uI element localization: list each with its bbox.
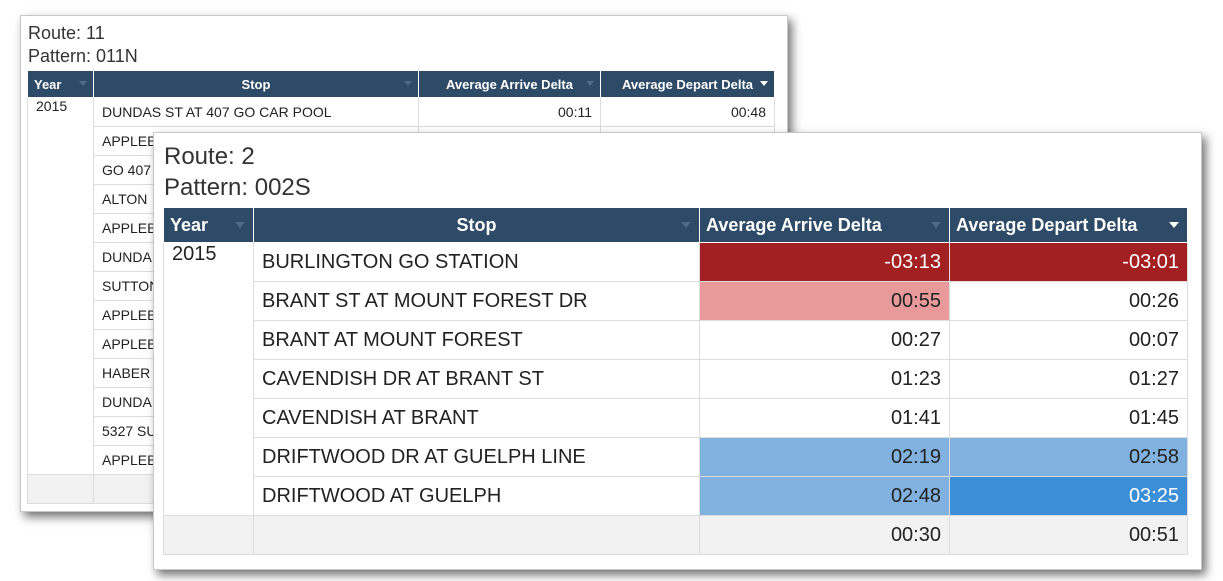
column-header-arrive-delta[interactable]: Average Arrive Delta: [418, 70, 601, 98]
depart-delta-cell: 00:07: [949, 320, 1188, 360]
route-label: Route: 11: [28, 23, 105, 43]
arrive-delta-cell: 02:48: [699, 476, 950, 516]
column-header-stop[interactable]: Stop: [253, 207, 700, 243]
table-row: DRIFTWOOD AT GUELPH 02:48 03:25: [164, 476, 1188, 516]
total-arrive-delta: 00:30: [699, 515, 950, 555]
depart-delta-cell: 01:27: [949, 359, 1188, 399]
column-header-year[interactable]: Year: [163, 207, 254, 243]
stop-cell: BURLINGTON GO STATION: [253, 242, 700, 282]
arrive-delta-cell: -03:13: [699, 242, 950, 282]
depart-delta-cell: -03:01: [949, 242, 1188, 282]
column-header-stop[interactable]: Stop: [93, 70, 419, 98]
sort-icon[interactable]: [404, 81, 412, 86]
sort-icon[interactable]: [931, 222, 941, 228]
table-row: CAVENDISH AT BRANT 01:41 01:45: [164, 398, 1188, 438]
header-row: Year Stop Average Arrive Delta Average D…: [27, 70, 775, 98]
table-row: CAVENDISH DR AT BRANT ST 01:23 01:27: [164, 359, 1188, 399]
sort-descending-icon[interactable]: [1169, 222, 1179, 228]
pattern-label: Pattern: 011N: [28, 46, 138, 66]
route-2-grid: Year Stop Average Arrive Delta Average D…: [163, 207, 1188, 555]
header-row: Year Stop Average Arrive Delta Average D…: [163, 207, 1188, 243]
depart-delta-cell: 00:48: [600, 97, 775, 127]
table-row: 2015 DUNDAS ST AT 407 GO CAR POOL 00:11 00:…: [27, 97, 775, 475]
table-row: BRANT ST AT MOUNT FOREST DR 00:55 00:26: [164, 281, 1188, 321]
arrive-delta-cell: 00:27: [699, 320, 950, 360]
stop-cell: BRANT ST AT MOUNT FOREST DR: [253, 281, 700, 321]
route-2-report-panel: Route: 2 Pattern: 002S Year Stop: [153, 132, 1202, 570]
totals-year-cell: [163, 515, 254, 555]
table-row: 2015 BURLINGTON GO STATION -03:13 -03:01: [163, 242, 1188, 516]
depart-delta-cell: 02:58: [949, 437, 1188, 477]
arrive-delta-cell: 00:55: [699, 281, 950, 321]
column-header-depart-delta[interactable]: Average Depart Delta: [949, 207, 1188, 243]
total-depart-delta: 00:51: [949, 515, 1188, 555]
depart-delta-cell: 03:25: [949, 476, 1188, 516]
arrive-delta-cell: 01:23: [699, 359, 950, 399]
arrive-delta-cell: 00:11: [418, 97, 601, 127]
table-row: DRIFTWOOD DR AT GUELPH LINE 02:19 02:58: [164, 437, 1188, 477]
sort-descending-icon[interactable]: [760, 81, 768, 86]
totals-row: 00:30 00:51: [163, 515, 1188, 555]
pattern-label: Pattern: 002S: [164, 174, 311, 201]
stop-cell: DUNDAS ST AT 407 GO CAR POOL: [93, 97, 419, 127]
sort-icon[interactable]: [79, 81, 87, 86]
route-label: Route: 2: [164, 143, 255, 170]
column-header-year[interactable]: Year: [27, 70, 94, 98]
year-cell: 2015: [27, 97, 94, 475]
sort-icon[interactable]: [235, 222, 245, 228]
stop-cell: CAVENDISH AT BRANT: [253, 398, 700, 438]
depart-delta-cell: 01:45: [949, 398, 1188, 438]
arrive-delta-cell: 02:19: [699, 437, 950, 477]
arrive-delta-cell: 01:41: [699, 398, 950, 438]
table-row: BRANT AT MOUNT FOREST 00:27 00:07: [164, 320, 1188, 360]
stop-cell: BRANT AT MOUNT FOREST: [253, 320, 700, 360]
stop-cell: DRIFTWOOD DR AT GUELPH LINE: [253, 437, 700, 477]
column-header-arrive-delta[interactable]: Average Arrive Delta: [699, 207, 950, 243]
depart-delta-cell: 00:26: [949, 281, 1188, 321]
stop-cell: DRIFTWOOD AT GUELPH: [253, 476, 700, 516]
totals-stop-cell: [253, 515, 700, 555]
stop-cell: CAVENDISH DR AT BRANT ST: [253, 359, 700, 399]
totals-year-cell: [27, 474, 94, 504]
year-cell: 2015: [163, 242, 254, 516]
column-header-depart-delta[interactable]: Average Depart Delta: [600, 70, 775, 98]
sort-icon[interactable]: [681, 222, 691, 228]
sort-icon[interactable]: [586, 81, 594, 86]
